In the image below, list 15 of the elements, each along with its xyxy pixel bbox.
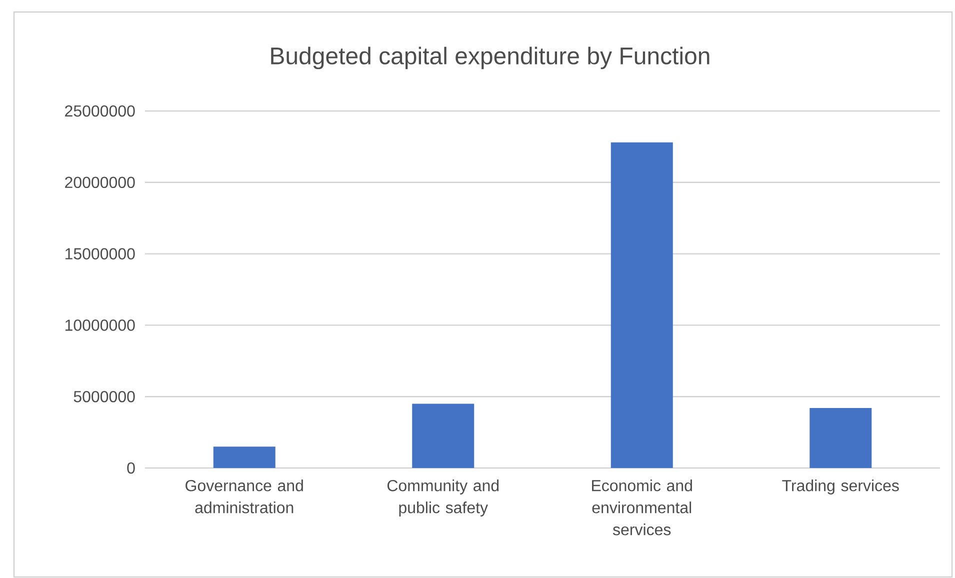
x-tick-label: Community and public safety [387,480,499,516]
bar [412,404,474,468]
x-tick-label: Trading services [782,480,899,494]
x-tick-label: Economic and environmental services [592,480,692,536]
y-tick-label: 0 [127,462,135,474]
bar [610,142,673,468]
bar [810,408,872,468]
y-tick-label: 15000000 [66,248,135,260]
y-tick-label: 5000000 [74,390,135,402]
y-tick-label: 20000000 [65,176,135,188]
y-tick-label: 25000000 [65,105,135,117]
x-tick-label: Governance and administration [186,480,303,514]
chart-title: Budgeted capital expenditure by Function [271,46,710,70]
bar [213,446,276,468]
y-tick-label: 10000000 [66,320,135,331]
